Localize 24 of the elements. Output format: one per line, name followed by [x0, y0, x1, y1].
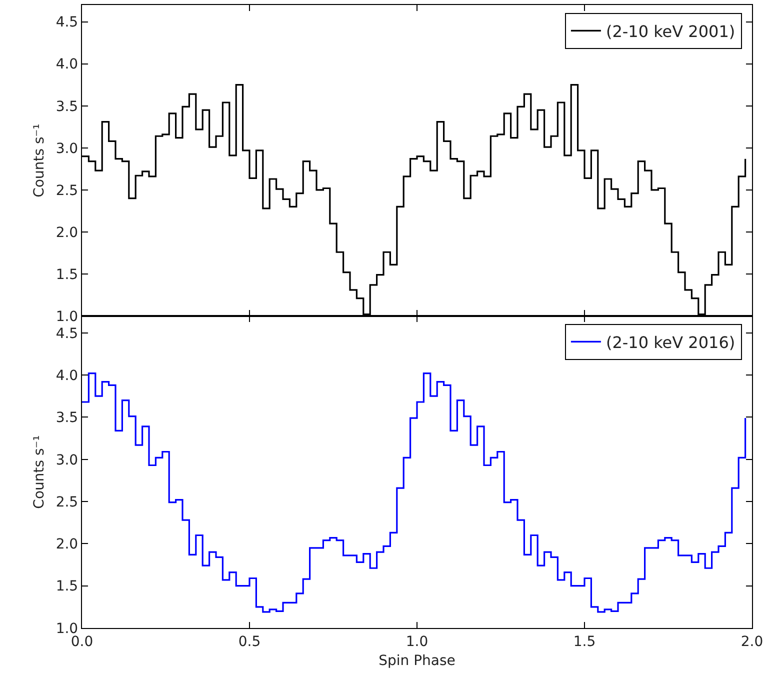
x-tick-label: 0.5 [238, 634, 261, 650]
x-tick-label: 1.5 [573, 634, 596, 650]
y-tick-label: 2.5 [56, 182, 78, 199]
y-tick-label: 3.5 [56, 98, 78, 115]
y-tick-label: 1.5 [56, 266, 78, 283]
y-tick-label: 3.0 [56, 140, 78, 157]
y-axis-title: Counts s⁻¹ [31, 435, 48, 509]
y-tick-label: 3.0 [56, 452, 78, 468]
y-tick-label: 2.0 [56, 536, 78, 553]
legend-label: (2-10 keV 2001) [606, 22, 736, 41]
x-tick-label: 1.0 [406, 634, 428, 650]
y-tick-label: 2.5 [56, 494, 78, 510]
y-tick-label: 1.5 [56, 578, 78, 595]
y-axis-title: Counts s⁻¹ [31, 124, 48, 198]
y-tick-label: 4.0 [56, 368, 78, 384]
legend-label: (2-10 keV 2016) [606, 332, 736, 352]
y-tick-label: 4.5 [56, 326, 78, 342]
y-tick-label: 3.5 [56, 410, 78, 426]
y-tick-label: 1.0 [56, 308, 78, 325]
x-axis-title: Spin Phase [378, 653, 456, 670]
y-tick-label: 4.5 [56, 14, 78, 31]
x-tick-label: 2.0 [740, 634, 764, 650]
y-tick-label: 2.0 [56, 224, 78, 241]
y-tick-label: 4.0 [56, 56, 78, 73]
